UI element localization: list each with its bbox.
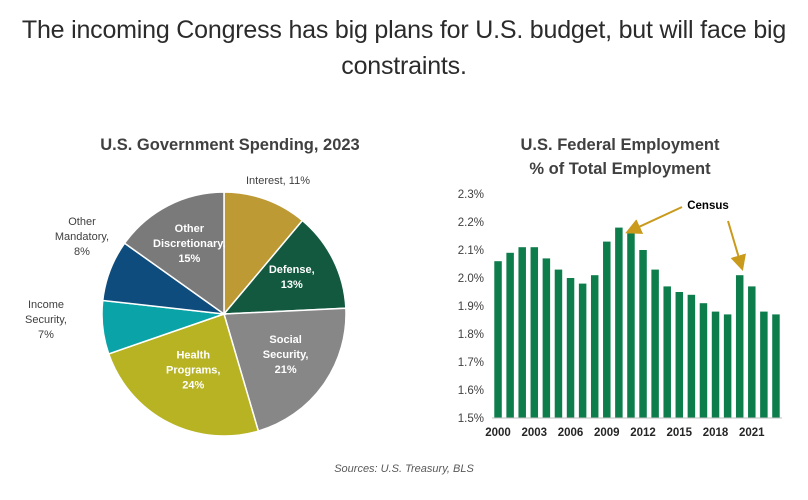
census-arrow-2010 (625, 206, 683, 234)
bar-2009 (603, 241, 611, 418)
y-tick-label: 1.9% (458, 301, 484, 313)
bar-2000 (494, 261, 502, 418)
y-tick-label: 2.2% (458, 217, 484, 229)
bar-2021 (748, 286, 756, 418)
bar-chart-title-line-2: % of Total Employment (529, 160, 711, 178)
bar-2014 (663, 286, 671, 418)
bar-2022 (760, 311, 768, 418)
x-tick-label: 2003 (521, 427, 547, 439)
bar-2023 (772, 314, 780, 418)
x-tick-label: 2009 (594, 427, 620, 439)
bar-2005 (554, 269, 563, 418)
bar-2011 (627, 233, 635, 418)
x-tick-label: 2012 (630, 427, 656, 439)
x-tick-label: 2021 (739, 427, 765, 439)
y-tick-label: 2.0% (458, 273, 484, 285)
bar-2017 (699, 303, 708, 418)
bar-chart-title: U.S. Federal Employment % of Total Emplo… (460, 133, 780, 181)
source-note: Sources: U.S. Treasury, BLS (334, 463, 474, 475)
bar-2016 (687, 294, 696, 418)
y-tick-label: 1.8% (458, 329, 484, 341)
y-tick-label: 2.3% (458, 189, 484, 201)
pie-label-social-security: Social Security, 21% (263, 334, 309, 376)
pie-label-other-discretionary: Other Discretionary, 15% (153, 223, 226, 265)
y-tick-label: 1.7% (458, 357, 484, 369)
pie-slice-other-discretionary (123, 191, 225, 316)
pie-slice-defense (222, 219, 347, 315)
pie-label-health-programs: Health Programs, 24% (166, 350, 220, 392)
bar-2002 (518, 247, 526, 418)
pie-slice-social-security (223, 307, 347, 432)
bar-2018 (711, 311, 720, 418)
bar-2008 (590, 275, 599, 418)
pie-label-other-mandatory: Other Mandatory, 8% (55, 216, 109, 258)
bar-2019 (723, 314, 732, 418)
y-tick-label: 2.1% (458, 245, 484, 257)
pie-label-interest: Interest, 11% (246, 175, 310, 187)
pie-chart: Interest, 11% Defense, 13% Social Security, 2… (25, 175, 347, 437)
x-tick-label: 2015 (666, 427, 692, 439)
pie-label-income-security: Income Security, 7% (25, 299, 67, 341)
y-tick-label: 1.6% (458, 385, 484, 397)
x-tick-label: 2018 (703, 427, 729, 439)
census-arrow-2020 (727, 220, 746, 272)
bar-2003 (530, 247, 539, 418)
bar-2001 (506, 252, 514, 418)
x-tick-label: 2006 (558, 427, 584, 439)
bar-2004 (542, 258, 551, 418)
bar-2006 (566, 278, 575, 418)
bar-chart-title-line-1: U.S. Federal Employment (520, 136, 720, 154)
census-annotation: Census (687, 200, 729, 212)
bar-2020 (735, 275, 744, 418)
bar-2012 (639, 250, 647, 418)
bar-chart: 1.5% 1.6% 1.7% 1.8% 1.9% 2.0% 2.1% 2.2% 2.3% 2000… (458, 189, 782, 439)
bar-2010 (615, 227, 623, 418)
pie-slice-health-programs (107, 313, 260, 437)
y-tick-label: 1.5% (458, 413, 484, 425)
bar-2015 (675, 292, 684, 418)
pie-chart-title: U.S. Government Spending, 2023 (100, 136, 360, 154)
bar-2013 (651, 269, 659, 418)
page-headline: The incoming Congress has big plans for … (21, 16, 787, 80)
pie-label-defense: Defense, 13% (269, 264, 315, 291)
pie-slice-interest (223, 191, 304, 317)
bar-2007 (578, 283, 587, 418)
x-tick-label: 2000 (485, 427, 511, 439)
